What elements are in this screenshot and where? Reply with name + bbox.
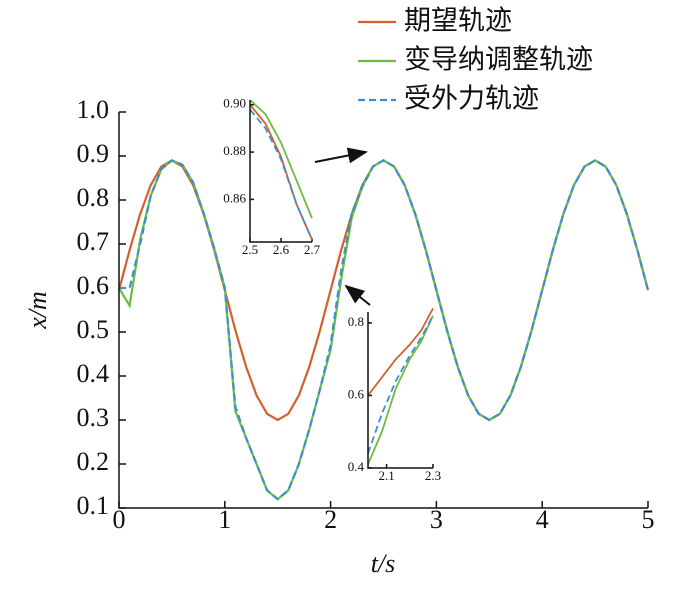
x-tick-label: 3	[430, 505, 443, 534]
x-tick-label: 2.6	[273, 242, 290, 257]
panel: 0.1 0.2 0.3 0.4 0.5 0.6 0.7 0.8 0.9 1.0 0 1 2 3 4 5	[77, 95, 655, 534]
axis	[118, 112, 648, 509]
series-line	[367, 315, 434, 465]
axis	[249, 100, 312, 243]
x-tick-label: 2	[324, 505, 337, 534]
series-line	[367, 315, 434, 454]
inset-background	[250, 100, 312, 242]
axis	[367, 312, 433, 469]
y-tick-label: 0.8	[348, 314, 364, 329]
x-tick-label: 2.3	[425, 468, 441, 483]
series-line	[367, 307, 434, 396]
y-tick-label: 0.6	[348, 386, 365, 401]
y-tick-label: 0.90	[223, 96, 246, 111]
legend-label: 受外力轨迹	[404, 84, 539, 115]
y-tick-label: 0.86	[223, 190, 246, 205]
y-tick-label: 0.3	[77, 403, 110, 432]
y-tick-label: 0.4	[348, 459, 365, 474]
y-tick-label: 0.8	[77, 183, 110, 212]
x-tick-label: 2.5	[242, 242, 258, 257]
series-line	[249, 108, 313, 240]
panel: 0.4 0.6 0.8 2.1 2.3	[348, 307, 441, 483]
series-line	[249, 99, 313, 219]
y-tick-label: 0.2	[77, 447, 110, 476]
y-axis-label: x/m	[23, 291, 52, 330]
arrow	[314, 147, 368, 164]
x-tick-label: 2.7	[304, 242, 321, 257]
x-tick-label: 2.1	[378, 468, 394, 483]
legend-label: 变导纳调整轨迹	[404, 45, 593, 76]
x-tick-label: 1	[218, 505, 231, 534]
x-tick-label: 0	[113, 505, 126, 534]
y-tick-label: 0.5	[77, 315, 110, 344]
y-tick-label: 0.1	[77, 491, 110, 520]
y-tick-label: 0.7	[77, 227, 110, 256]
y-tick-label: 0.6	[77, 271, 110, 300]
legend-label: 期望轨迹	[404, 6, 512, 37]
y-tick-label: 0.9	[77, 139, 110, 168]
series-line	[249, 104, 313, 240]
series-line	[119, 159, 650, 501]
arrow	[344, 284, 371, 306]
panel: 0.86 0.88 0.90 2.5 2.6 2.7	[223, 96, 320, 257]
y-tick-label: 0.88	[223, 143, 246, 158]
x-tick-label: 5	[642, 505, 655, 534]
y-tick-label: 1.0	[77, 95, 110, 124]
y-tick-label: 0.4	[77, 359, 110, 388]
x-tick-label: 4	[536, 505, 549, 534]
x-axis-label: t/s	[371, 549, 396, 578]
